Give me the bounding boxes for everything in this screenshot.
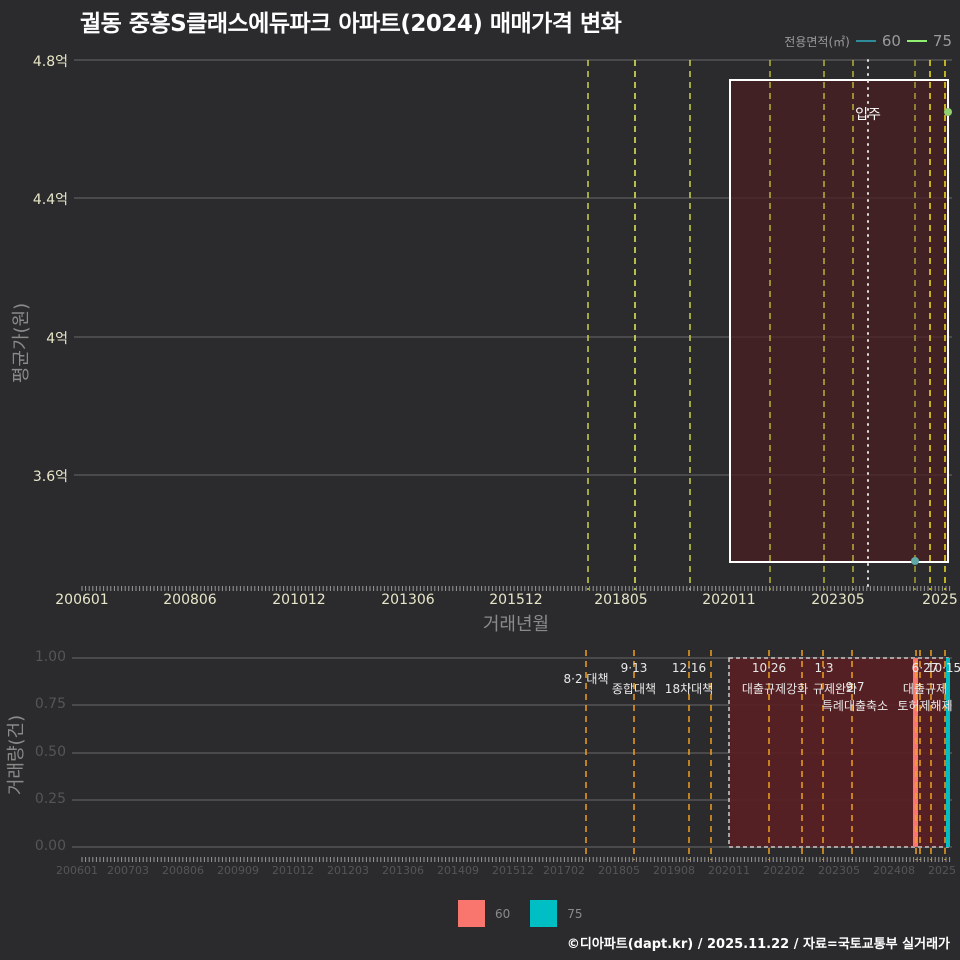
ytick: 4억 (46, 331, 68, 347)
legend-label-60: 60 (881, 32, 901, 50)
xtick: 200806 (162, 864, 204, 877)
xtick: 201012 (272, 592, 326, 608)
policy-label: 규제완화 (812, 682, 858, 696)
policy-label: 18차대책 (664, 682, 714, 696)
xtick: 202011 (702, 592, 756, 608)
move-in-annotation: 입주 (855, 107, 881, 123)
xtick: 201409 (437, 864, 479, 877)
policy-label: 대출규제 (902, 682, 948, 696)
legend-swatch-60 (855, 40, 876, 42)
ytick: 4.4억 (32, 192, 68, 208)
ytick: 1.00 (34, 649, 66, 665)
footer-credit: ©디아파트(dapt.kr) / 2025.11.22 / 자료=국토교통부 실… (566, 937, 950, 952)
ytick: 0.25 (34, 791, 66, 807)
legend-label-75: 75 (567, 906, 583, 921)
xtick: 2025 (922, 592, 958, 608)
legend-top: 전용면적(㎡) 60 75 (784, 32, 952, 50)
xtick: 201805 (598, 864, 640, 877)
xtick: 201805 (594, 592, 648, 608)
y-axis-label: 평균가(원) (11, 302, 32, 384)
chart-title: 궐동 중흥S클래스에듀파크 아파트(2024) 매매가격 변화 (80, 11, 622, 37)
xtick: 2025 (928, 864, 956, 877)
xtick: 201908 (653, 864, 695, 877)
policy-date: 10·15 (926, 661, 960, 675)
policy-label: 8·2 대책 (563, 672, 609, 686)
policy-label: 특례대출축소 (821, 699, 889, 713)
xtick: 200601 (56, 864, 98, 877)
point-60 (911, 557, 919, 565)
policy-date: 1·3 (814, 661, 834, 675)
legend-swatch-60 (458, 900, 485, 927)
xtick: 201306 (382, 864, 424, 877)
policy-date: 6·27 (911, 661, 939, 675)
ytick: 0.50 (34, 744, 66, 760)
policy-label: 토허제해제 (897, 699, 953, 713)
volume-chart (72, 650, 952, 862)
point-75 (944, 108, 952, 116)
ytick: 4.8억 (32, 54, 68, 70)
legend-title: 전용면적(㎡) (784, 34, 850, 49)
policy-date: 9·7 (845, 680, 865, 694)
xtick: 202011 (708, 864, 750, 877)
legend-label-60: 60 (495, 906, 511, 921)
bar-75 (946, 658, 950, 847)
price-chart (74, 59, 952, 591)
xtick: 200806 (163, 592, 217, 608)
xtick: 201512 (492, 864, 534, 877)
policy-date: 10·26 (751, 661, 787, 675)
legend-bottom: 60 75 (458, 900, 583, 927)
policy-label: 종합대책 (611, 682, 657, 696)
ytick: 0.00 (34, 838, 66, 854)
xtick: 200601 (55, 592, 109, 608)
policy-date: 12·16 (671, 661, 707, 675)
xtick: 202202 (763, 864, 805, 877)
ytick: 0.75 (34, 696, 66, 712)
xtick: 202305 (818, 864, 860, 877)
xtick: 201702 (543, 864, 585, 877)
xtick: 202408 (873, 864, 915, 877)
ytick: 3.6억 (32, 469, 68, 485)
x-axis-label: 거래년월 (482, 614, 550, 635)
xtick: 200703 (107, 864, 149, 877)
xtick: 201306 (381, 592, 435, 608)
legend-swatch-75 (530, 900, 558, 927)
xtick: 201203 (327, 864, 369, 877)
policy-date: 9·13 (620, 661, 648, 675)
xtick: 201012 (272, 864, 314, 877)
legend-label-75: 75 (932, 32, 952, 50)
y-axis-label-volume: 거래량(건) (6, 714, 27, 796)
xtick: 200909 (217, 864, 259, 877)
policy-label: 대출규제강화 (741, 682, 809, 696)
legend-swatch-75 (906, 40, 927, 42)
xtick: 202305 (811, 592, 865, 608)
xtick: 201512 (489, 592, 543, 608)
